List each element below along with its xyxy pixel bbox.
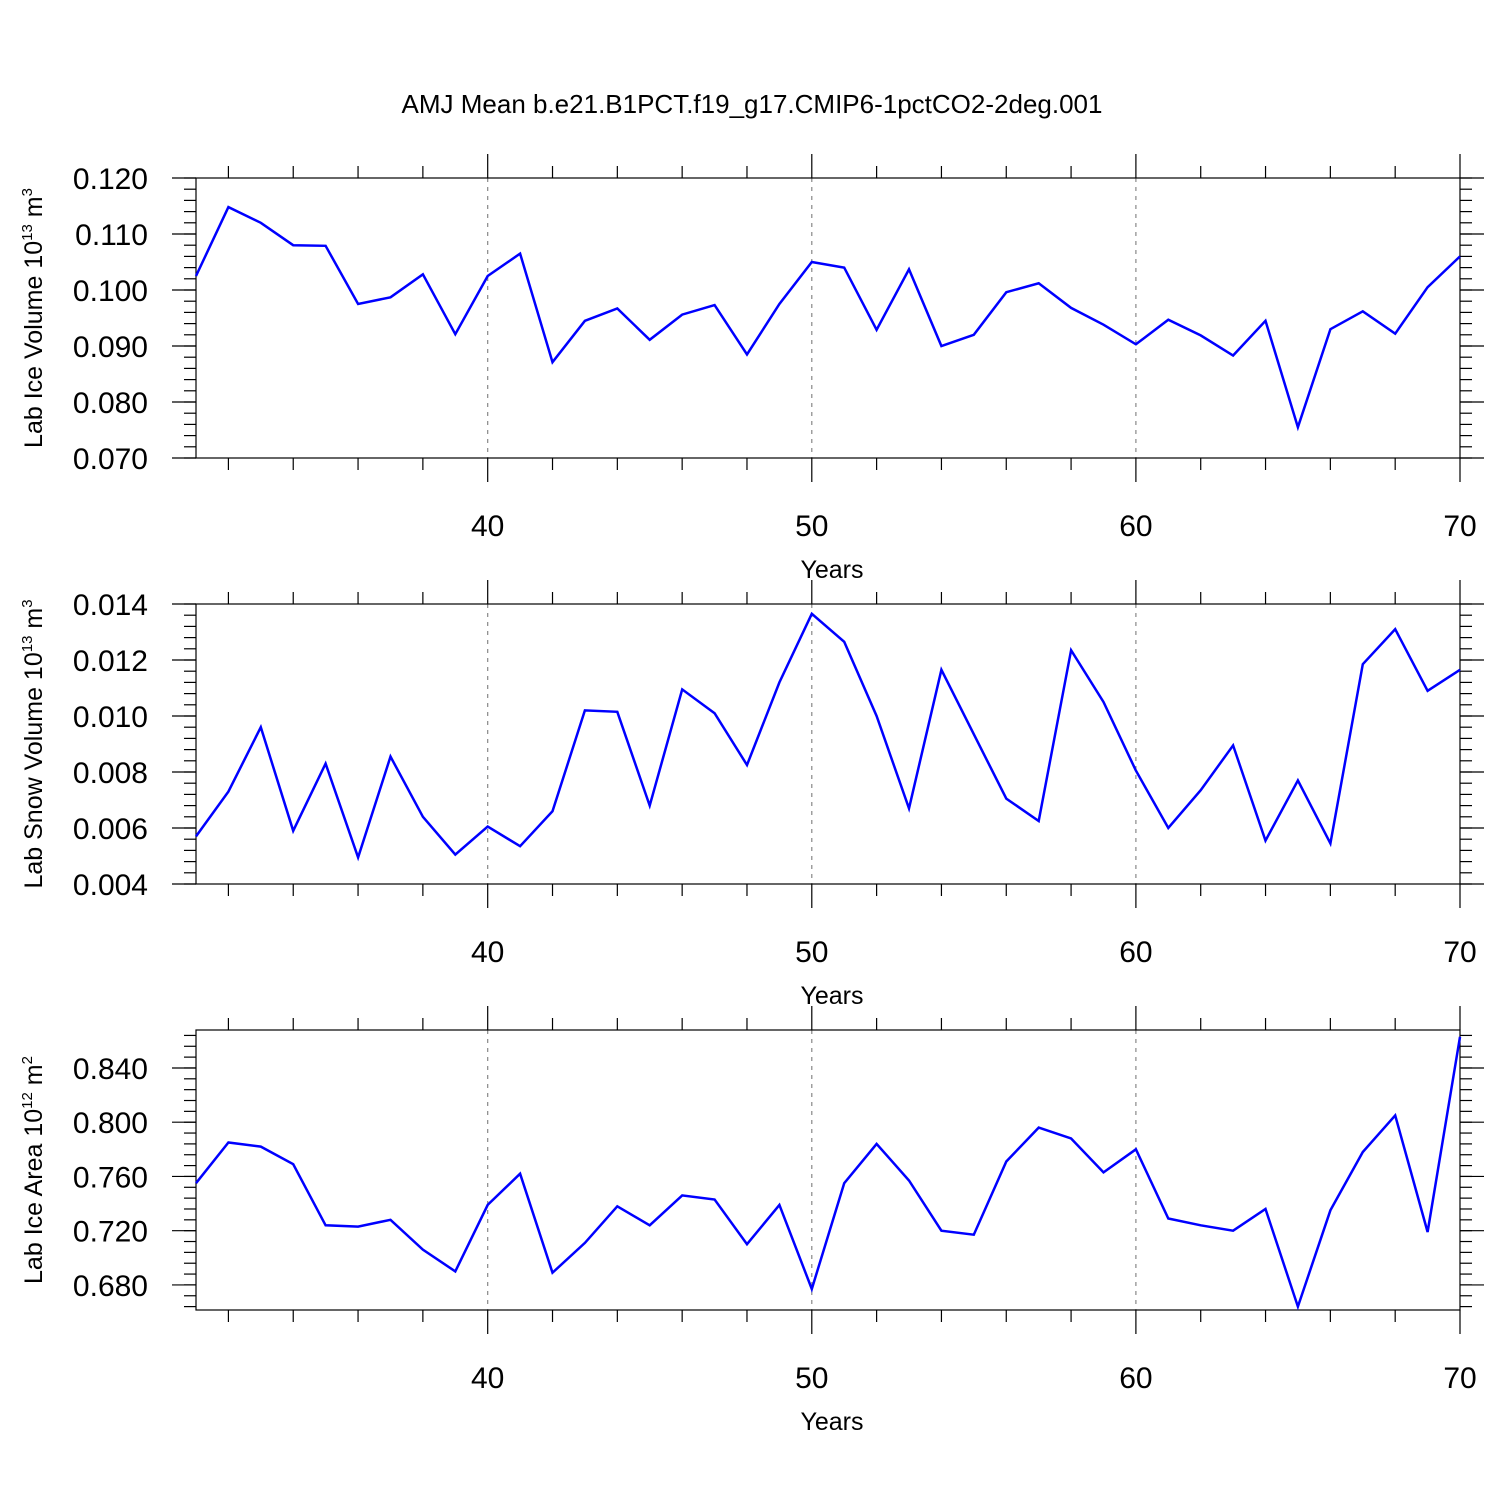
panel-1: 40 50 60 70 Years 0.070 0.080 0.090 0.100 0.110 0.… (19, 154, 1484, 584)
ytick-label: 0.004 (73, 869, 148, 902)
panel-3: 40 50 60 70 Years 0.680 0.720 0.760 0.800 0.840 La… (19, 1006, 1484, 1436)
ytick-label: 0.120 (73, 163, 148, 196)
ytick-label: 0.010 (73, 701, 148, 734)
ytick-label: 0.090 (73, 331, 148, 364)
x-axis-label: Years (800, 1408, 863, 1436)
x-axis-label: Years (800, 556, 863, 584)
plot-frame (195, 1029, 1461, 1311)
ytick-label: 0.014 (73, 589, 148, 622)
ytick-label: 0.760 (73, 1161, 148, 1194)
xtick-label: 70 (1443, 936, 1476, 969)
panel-2: 40 50 60 70 Years 0.004 0.006 0.008 0.010 0.012 0.… (19, 580, 1484, 1010)
xtick-label: 50 (795, 510, 828, 543)
xtick-label: 70 (1443, 1362, 1476, 1395)
xtick-label: 60 (1119, 1362, 1152, 1395)
xtick-label: 60 (1119, 510, 1152, 543)
y-axis-label: Lab Ice Volume 1013 m3 (19, 188, 48, 448)
ytick-label: 0.006 (73, 813, 148, 846)
ytick-label: 0.070 (73, 443, 148, 476)
ytick-label: 0.100 (73, 275, 148, 308)
figure-title: AMJ Mean b.e21.B1PCT.f19_g17.CMIP6-1pctC… (402, 89, 1103, 119)
xtick-label: 40 (471, 936, 504, 969)
ytick-label: 0.110 (75, 219, 148, 252)
ytick-label: 0.840 (73, 1053, 148, 1086)
series-line-1 (194, 205, 1461, 432)
y-axis-label: Lab Ice Area 1012 m2 (19, 1056, 48, 1284)
xtick-label: 50 (795, 936, 828, 969)
ytick-label: 0.008 (73, 757, 148, 790)
ytick-label: 0.800 (73, 1107, 148, 1140)
ytick-label: 0.080 (73, 387, 148, 420)
xtick-label: 40 (471, 510, 504, 543)
xtick-label: 40 (471, 1362, 504, 1395)
panels: 40 50 60 70 Years 0.070 0.080 0.090 0.100 0.110 0.… (19, 154, 1484, 1436)
y-axis-label: Lab Snow Volume 1013 m3 (19, 599, 48, 888)
xtick-label: 60 (1119, 936, 1152, 969)
series-line-1 (195, 1036, 1462, 1311)
plot-frame (195, 177, 1461, 459)
ytick-label: 0.012 (73, 645, 148, 678)
ytick-label: 0.680 (73, 1270, 148, 1303)
x-axis-label: Years (800, 982, 863, 1010)
xtick-label: 70 (1443, 510, 1476, 543)
series-line-1 (194, 611, 1461, 862)
plot-frame (195, 603, 1461, 885)
xtick-label: 50 (795, 1362, 828, 1395)
ytick-label: 0.720 (73, 1216, 148, 1249)
